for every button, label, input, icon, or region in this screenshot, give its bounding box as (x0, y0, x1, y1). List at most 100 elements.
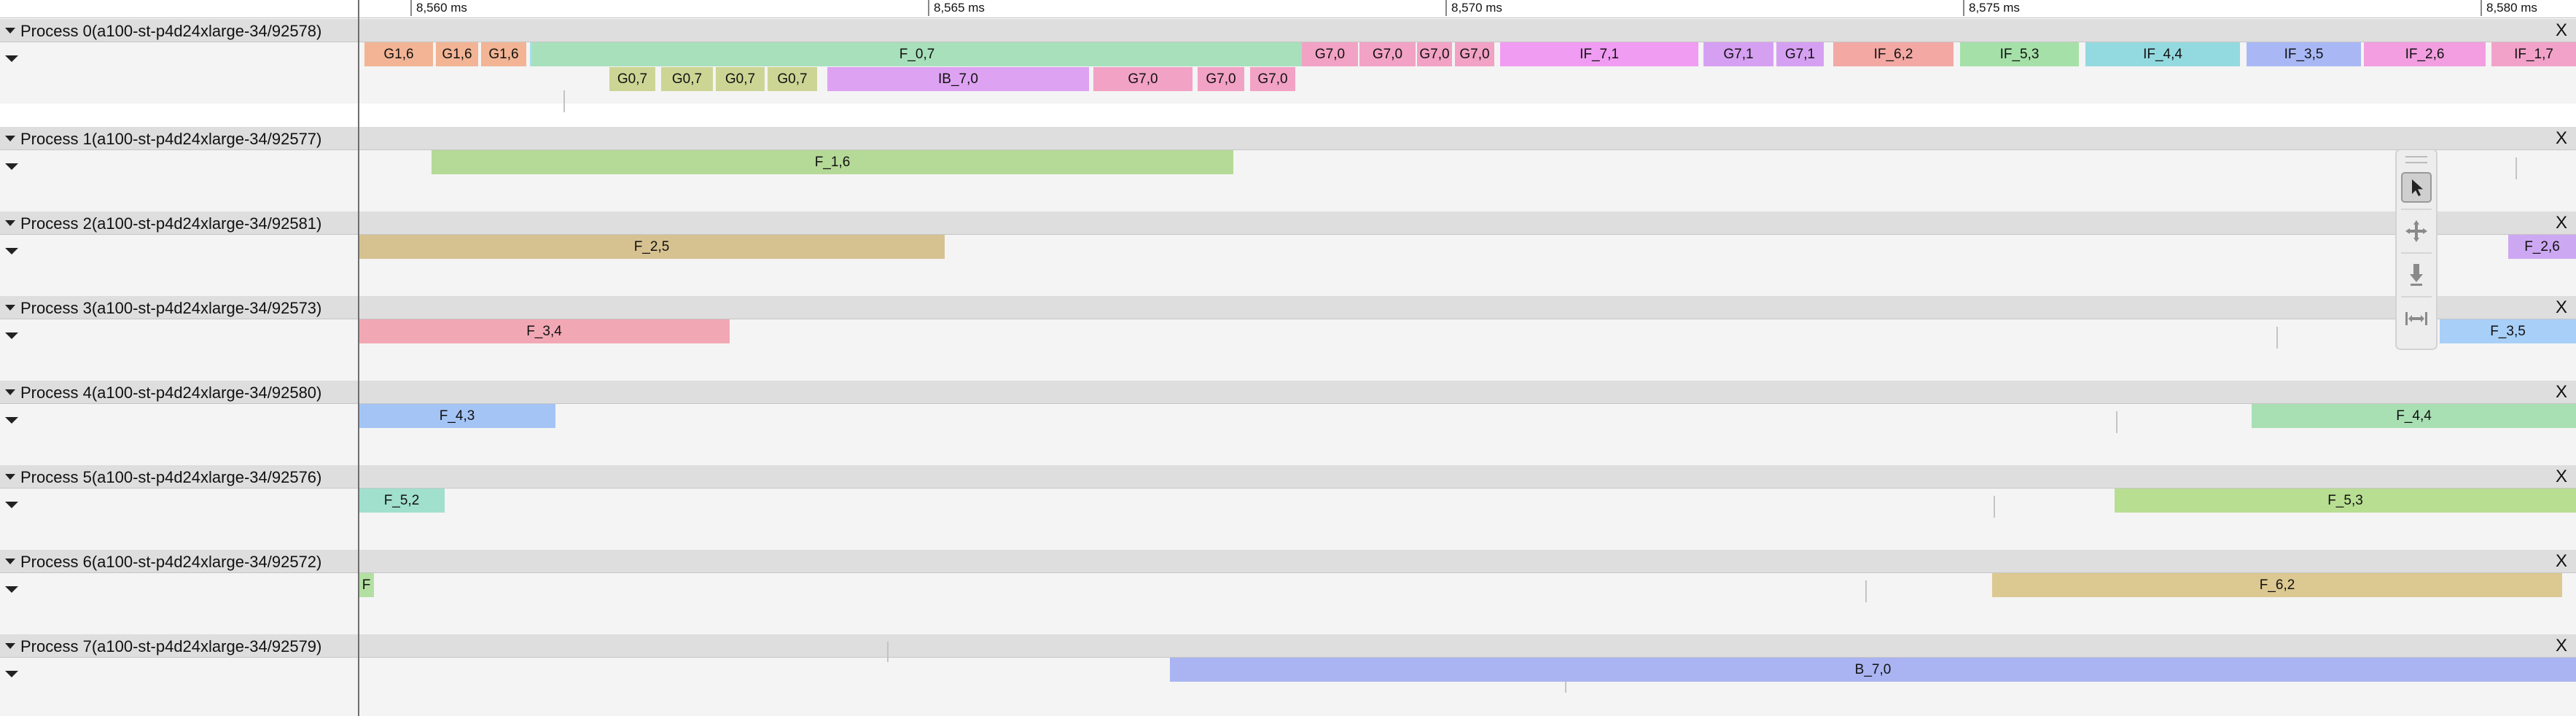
trace-slice[interactable]: F_4,3 (359, 404, 555, 428)
thread-expand-triangle-icon[interactable] (5, 55, 18, 62)
trace-slice[interactable]: G1,6 (436, 42, 478, 66)
trace-slice[interactable]: IF_3,5 (2247, 42, 2361, 66)
instant-event-mark[interactable] (563, 90, 565, 112)
trace-slice[interactable]: G7,1 (1703, 42, 1773, 66)
process-header[interactable]: Process 6(a100-st-p4d24xlarge-34/92572) X (0, 550, 2576, 573)
collapse-triangle-icon[interactable] (5, 136, 15, 141)
collapse-triangle-icon[interactable] (5, 643, 15, 649)
collapse-triangle-icon[interactable] (5, 305, 15, 311)
collapse-triangle-icon[interactable] (5, 389, 15, 395)
close-process-button[interactable]: X (2555, 20, 2567, 40)
close-process-button[interactable]: X (2555, 636, 2567, 655)
pan-tool-button[interactable] (2401, 216, 2432, 246)
trace-slice[interactable]: G1,6 (481, 42, 526, 66)
thread-expand-triangle-icon[interactable] (5, 248, 18, 254)
process-header[interactable]: Process 7(a100-st-p4d24xlarge-34/92579) X (0, 634, 2576, 658)
close-process-button[interactable]: X (2555, 382, 2567, 402)
instant-event-mark[interactable] (1994, 496, 1995, 518)
collapse-triangle-icon[interactable] (5, 559, 15, 564)
ruler-tick-label: 8,560 ms (416, 1, 467, 15)
toolbox-drag-handle[interactable] (2405, 156, 2427, 163)
trace-slice[interactable]: G7,0 (1198, 67, 1244, 91)
ruler-tick-label: 8,570 ms (1451, 1, 1502, 15)
trace-slice[interactable]: F_2,5 (359, 235, 945, 259)
process-header[interactable]: Process 1(a100-st-p4d24xlarge-34/92577) X (0, 127, 2576, 150)
trace-slice[interactable]: G7,0 (1455, 42, 1494, 66)
close-process-button[interactable]: X (2555, 213, 2567, 233)
instant-event-mark[interactable] (887, 642, 889, 662)
close-process-button[interactable]: X (2555, 297, 2567, 317)
instant-event-mark[interactable] (2116, 411, 2118, 433)
process-header[interactable]: Process 0(a100-st-p4d24xlarge-34/92578) X (0, 19, 2576, 42)
trace-slice[interactable]: G7,0 (1250, 67, 1295, 91)
ruler-tick-label: 8,580 ms (2486, 1, 2537, 15)
process-title: Process 1(a100-st-p4d24xlarge-34/92577) (20, 130, 322, 148)
process-section: Process 0(a100-st-p4d24xlarge-34/92578) X… (0, 19, 2576, 112)
trace-slice[interactable]: F_5,3 (2115, 489, 2576, 513)
collapse-triangle-icon[interactable] (5, 474, 15, 480)
trace-slice[interactable]: G1,6 (364, 42, 433, 66)
trace-slice[interactable]: F_1,6 (432, 150, 1233, 174)
trace-slice[interactable]: IF_5,3 (1960, 42, 2079, 66)
select-tool-button[interactable] (2401, 172, 2432, 203)
thread-expand-triangle-icon[interactable] (5, 332, 18, 339)
trace-slice[interactable]: G0,7 (716, 67, 765, 91)
trace-slice[interactable]: G0,7 (609, 67, 655, 91)
trace-slice[interactable]: IB_7,0 (827, 67, 1089, 91)
trace-slice[interactable]: F_3,4 (359, 319, 730, 343)
thread-expand-triangle-icon[interactable] (5, 671, 18, 677)
trace-slice[interactable]: G7,0 (1417, 42, 1452, 66)
timing-tool-button[interactable] (2401, 303, 2432, 334)
process-title: Process 3(a100-st-p4d24xlarge-34/92573) (20, 299, 322, 317)
trace-slice[interactable]: F (359, 573, 374, 597)
thread-expand-triangle-icon[interactable] (5, 417, 18, 424)
process-track-area: F_1,6 (0, 150, 2576, 211)
process-header[interactable]: Process 3(a100-st-p4d24xlarge-34/92573) X (0, 296, 2576, 319)
process-title: Process 4(a100-st-p4d24xlarge-34/92580) (20, 384, 322, 402)
close-process-button[interactable]: X (2555, 551, 2567, 571)
mouse-mode-toolbox[interactable] (2395, 149, 2438, 350)
trace-slice[interactable]: B_7,0 (1170, 658, 2576, 682)
process-section: Process 3(a100-st-p4d24xlarge-34/92573) X… (0, 296, 2576, 381)
thread-expand-triangle-icon[interactable] (5, 163, 18, 170)
thread-expand-triangle-icon[interactable] (5, 586, 18, 593)
process-title: Process 0(a100-st-p4d24xlarge-34/92578) (20, 22, 322, 40)
trace-slice[interactable]: G0,7 (661, 67, 713, 91)
trace-slice[interactable]: IF_4,4 (2085, 42, 2240, 66)
close-process-button[interactable]: X (2555, 128, 2567, 148)
trace-slice[interactable]: F_4,4 (2252, 404, 2576, 428)
instant-event-mark[interactable] (1565, 674, 1566, 693)
ruler-tick-label: 8,575 ms (1969, 1, 2020, 15)
instant-event-mark[interactable] (2515, 157, 2517, 179)
horizontal-range-icon (2405, 312, 2427, 325)
instant-event-mark[interactable] (2276, 327, 2278, 349)
collapse-triangle-icon[interactable] (5, 28, 15, 34)
trace-slice[interactable]: G0,7 (768, 67, 817, 91)
process-section: Process 2(a100-st-p4d24xlarge-34/92581) X… (0, 211, 2576, 296)
process-header[interactable]: Process 4(a100-st-p4d24xlarge-34/92580) X (0, 381, 2576, 404)
trace-slice[interactable]: F_6,2 (1992, 573, 2562, 597)
thread-expand-triangle-icon[interactable] (5, 502, 18, 508)
trace-slice[interactable]: F_0,7 (532, 42, 1302, 66)
trace-slice[interactable]: G7,0 (1302, 42, 1358, 66)
trace-slice[interactable]: F_3,5 (2440, 319, 2576, 343)
zoom-vertical-arrows-icon (2410, 264, 2423, 286)
trace-slice[interactable]: F_2,6 (2508, 235, 2576, 259)
zoom-tool-button[interactable] (2401, 260, 2432, 290)
trace-slice[interactable]: IF_1,7 (2491, 42, 2576, 66)
trace-slice[interactable]: IF_7,1 (1500, 42, 1698, 66)
trace-slice[interactable]: F_5,2 (359, 489, 445, 513)
close-process-button[interactable]: X (2555, 467, 2567, 486)
process-section: Process 4(a100-st-p4d24xlarge-34/92580) X… (0, 381, 2576, 465)
instant-event-mark[interactable] (1865, 580, 1867, 602)
trace-slice[interactable]: G7,1 (1776, 42, 1824, 66)
process-header[interactable]: Process 2(a100-st-p4d24xlarge-34/92581) X (0, 211, 2576, 235)
process-header[interactable]: Process 5(a100-st-p4d24xlarge-34/92576) X (0, 465, 2576, 489)
collapse-triangle-icon[interactable] (5, 220, 15, 226)
trace-slice[interactable]: G7,0 (1359, 42, 1416, 66)
trace-slice[interactable]: IF_6,2 (1833, 42, 1954, 66)
process-track-area: F_3,4 F_3,5 (0, 319, 2576, 381)
trace-slice[interactable]: IF_2,6 (2364, 42, 2486, 66)
trace-slice[interactable]: G7,0 (1093, 67, 1193, 91)
track-divider[interactable] (358, 0, 359, 716)
